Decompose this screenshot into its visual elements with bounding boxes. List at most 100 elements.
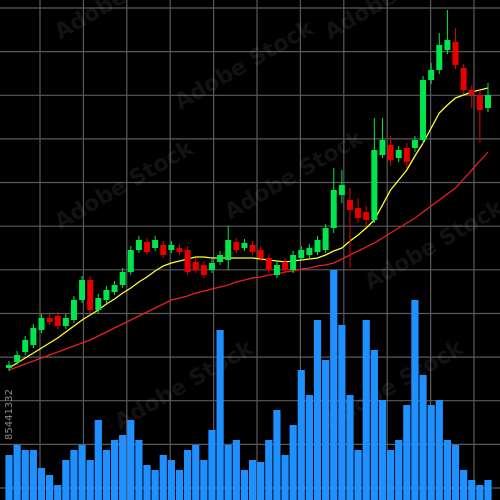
- candle-body: [428, 70, 435, 80]
- volume-bar: [346, 395, 354, 500]
- candle-body: [395, 150, 402, 158]
- candle-body: [200, 265, 207, 275]
- candle-body: [346, 200, 353, 210]
- volume-bar: [200, 460, 208, 500]
- candle-body: [363, 212, 370, 220]
- volume-bar: [167, 460, 175, 500]
- moving-average-line: [8, 151, 489, 371]
- candle-body: [452, 42, 459, 65]
- candle-body: [14, 355, 21, 362]
- volume-bar: [240, 470, 249, 500]
- candle-body: [338, 185, 345, 195]
- volume-bar: [476, 485, 484, 500]
- volume-bar: [151, 470, 159, 500]
- candle-body: [371, 150, 378, 220]
- volume-bar: [313, 320, 322, 500]
- candle-body: [54, 316, 61, 326]
- candle-body: [314, 240, 321, 252]
- candle-body: [176, 248, 183, 252]
- volume-bar: [45, 475, 54, 500]
- volume-bar: [21, 450, 29, 500]
- volume-bar: [54, 485, 62, 500]
- candle-body: [62, 318, 69, 326]
- candle-body: [119, 272, 126, 285]
- candle-body: [403, 148, 410, 162]
- candle-body: [444, 40, 451, 50]
- candle-body: [79, 280, 86, 300]
- candle-body: [192, 262, 199, 270]
- candle-body: [460, 68, 467, 90]
- volume-bar: [37, 468, 46, 500]
- candle-body: [95, 298, 102, 310]
- volume-bar: [70, 450, 78, 500]
- candle-body: [22, 340, 29, 352]
- candle-body: [273, 265, 280, 275]
- volume-bar: [175, 470, 184, 500]
- volume-bar: [94, 420, 102, 500]
- volume-bar: [395, 440, 403, 500]
- candle-body: [38, 318, 45, 330]
- volume-bar: [289, 425, 297, 500]
- candle-body: [282, 262, 289, 270]
- volume-bar: [305, 395, 313, 500]
- candle-body: [160, 245, 167, 255]
- volume-bar: [338, 325, 346, 500]
- volume-bar: [29, 450, 37, 500]
- candle-body: [168, 245, 175, 250]
- candle-body: [184, 250, 191, 272]
- volume-bar: [403, 405, 411, 500]
- candle-body: [265, 258, 272, 270]
- candle-body: [306, 248, 313, 255]
- volume-bar: [13, 445, 21, 500]
- volume-bar: [468, 480, 476, 500]
- candle-body: [46, 318, 53, 322]
- volume-bar: [110, 440, 119, 500]
- volume-bar: [451, 445, 460, 500]
- volume-bar: [273, 410, 281, 500]
- volume-bar: [427, 405, 435, 500]
- volume-bar: [232, 440, 240, 500]
- candle-body: [87, 280, 94, 310]
- volume-bar: [281, 455, 289, 500]
- volume-bar: [208, 430, 216, 500]
- volume-bar: [484, 480, 492, 500]
- candle-body: [257, 250, 264, 258]
- candle-body: [355, 208, 362, 218]
- volume-bar: [78, 445, 86, 500]
- candle-body: [379, 140, 386, 155]
- volume-bar: [354, 450, 362, 500]
- candle-body: [436, 45, 443, 70]
- volume-bar: [62, 460, 70, 500]
- candle-body: [387, 145, 394, 160]
- volume-bar: [443, 440, 452, 500]
- volume-bar: [411, 300, 419, 500]
- candle-body: [298, 250, 305, 258]
- candle-body: [6, 365, 12, 368]
- candle-body: [290, 255, 297, 270]
- volume-bar: [86, 460, 94, 500]
- candle-body: [241, 243, 248, 248]
- volume-bar: [362, 320, 370, 500]
- candle-body: [144, 242, 151, 252]
- candle-body: [225, 240, 232, 260]
- candle-body: [468, 90, 475, 95]
- volume-bar: [135, 440, 143, 500]
- candle-body: [135, 240, 142, 250]
- candle-body: [30, 328, 37, 345]
- volume-bar: [370, 350, 378, 500]
- candle-body: [322, 228, 329, 250]
- candle-body: [127, 250, 134, 272]
- volume-bar: [216, 330, 224, 500]
- candle-body: [233, 242, 240, 250]
- volume-bar: [119, 435, 127, 500]
- volume-bar: [5, 455, 13, 500]
- image-id: 85441332: [4, 389, 15, 440]
- volume-bar: [127, 420, 135, 500]
- volume-bar: [159, 455, 167, 500]
- volume-bar: [248, 460, 257, 500]
- volume-bar: [386, 450, 395, 500]
- volume-bar: [435, 400, 443, 500]
- moving-average-line: [8, 87, 489, 369]
- candle-body: [103, 290, 110, 300]
